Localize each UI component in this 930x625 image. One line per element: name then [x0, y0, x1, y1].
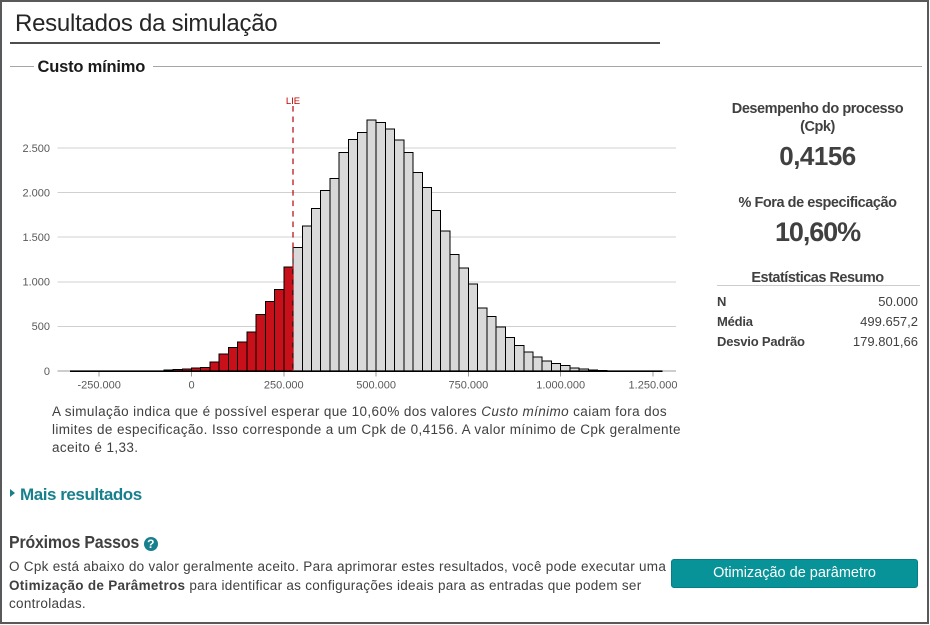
svg-text:2.500: 2.500	[22, 143, 50, 155]
svg-text:750.000: 750.000	[449, 380, 489, 392]
svg-text:1.250.000: 1.250.000	[629, 380, 678, 392]
svg-text:250.000: 250.000	[264, 380, 304, 392]
svg-text:-250.000: -250.000	[77, 380, 120, 392]
svg-text:0: 0	[44, 366, 50, 378]
svg-text:1.500: 1.500	[22, 232, 50, 244]
svg-text:2.000: 2.000	[22, 187, 50, 199]
svg-text:1.000: 1.000	[22, 277, 50, 289]
svg-text:500.000: 500.000	[356, 380, 396, 392]
svg-text:0: 0	[188, 380, 194, 392]
svg-text:500: 500	[32, 321, 50, 333]
svg-text:1.000.000: 1.000.000	[536, 380, 585, 392]
svg-text:LIE: LIE	[286, 96, 300, 107]
